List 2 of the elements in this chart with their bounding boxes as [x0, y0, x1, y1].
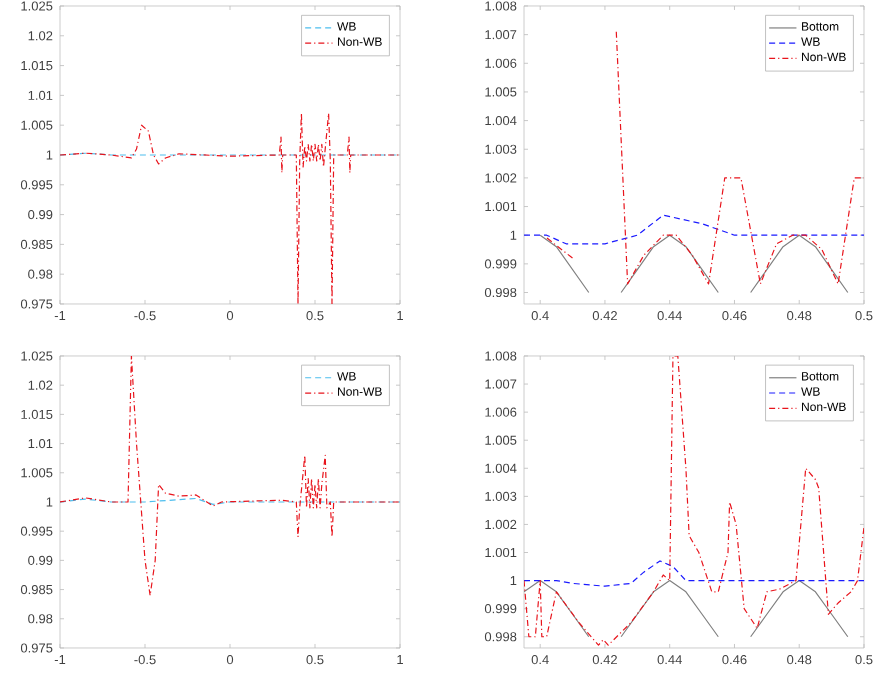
line-series: [524, 355, 864, 646]
line-series: [60, 112, 400, 304]
